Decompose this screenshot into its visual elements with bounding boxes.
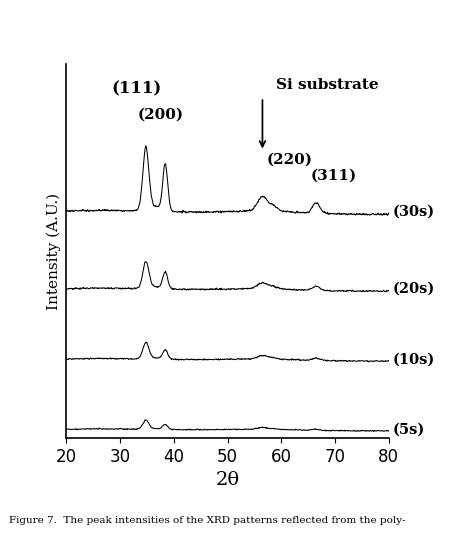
Y-axis label: Intensity (A.U.): Intensity (A.U.)	[46, 192, 61, 310]
Text: (30s): (30s)	[393, 205, 435, 218]
Text: (5s): (5s)	[393, 422, 425, 436]
Text: Figure 7.  The peak intensities of the XRD patterns reflected from the poly-: Figure 7. The peak intensities of the XR…	[9, 516, 406, 525]
Text: (200): (200)	[137, 108, 183, 122]
Text: (220): (220)	[266, 153, 312, 167]
Text: (111): (111)	[111, 80, 161, 97]
Text: (311): (311)	[311, 169, 357, 183]
Text: Si substrate: Si substrate	[275, 78, 378, 92]
Text: (10s): (10s)	[393, 352, 435, 366]
Text: (20s): (20s)	[393, 282, 435, 296]
X-axis label: 2θ: 2θ	[216, 471, 239, 489]
